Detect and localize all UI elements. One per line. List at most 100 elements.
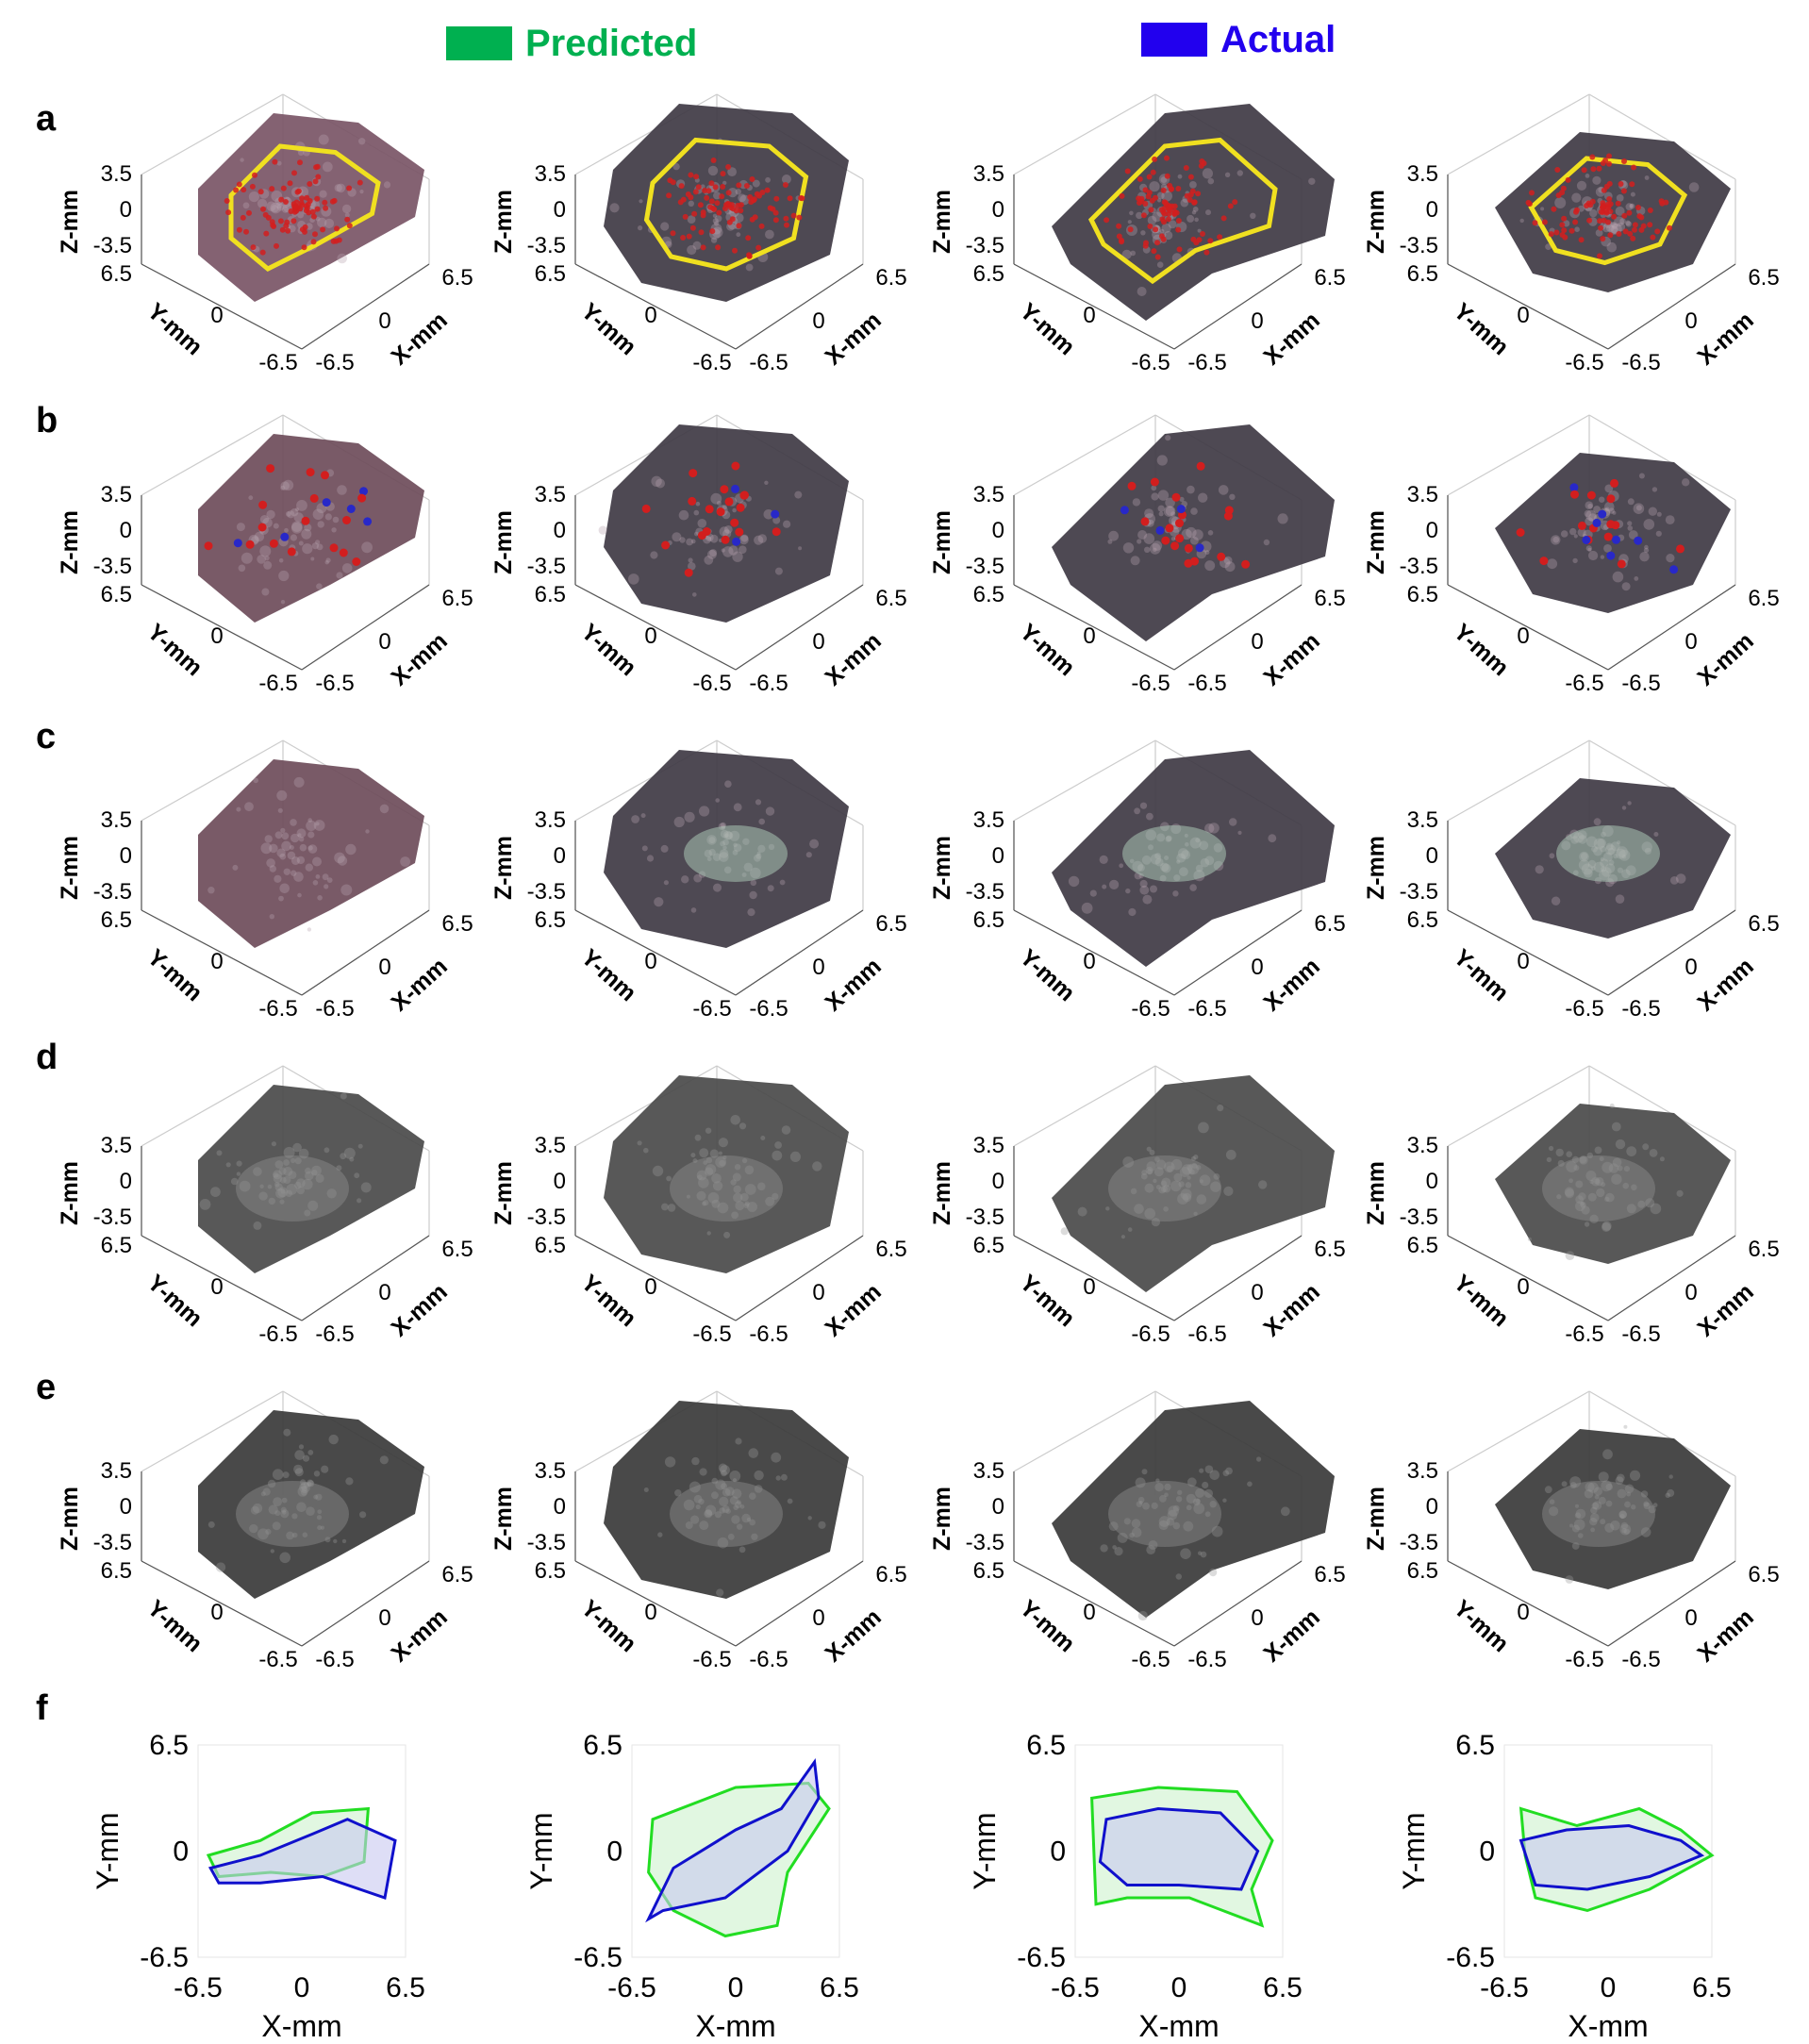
tissue-speckle [1143, 533, 1155, 544]
tissue-speckle [1561, 1481, 1568, 1487]
tissue-speckle [1615, 206, 1625, 216]
tissue-speckle [379, 804, 390, 814]
sample-dot-red [721, 535, 730, 544]
tissue-speckle [239, 1180, 251, 1192]
y-tick-label: 6.5 [535, 1558, 566, 1584]
z-axis-label: Z-mm [929, 190, 955, 254]
tissue-speckle [681, 875, 689, 884]
y-tick-label: 6.5 [149, 1730, 189, 1761]
tissue-speckle [1182, 1164, 1193, 1175]
tissue-speckle [290, 870, 297, 876]
sample-dot-red [1585, 200, 1592, 207]
sample-dot-red [704, 194, 710, 201]
tissue-speckle [1181, 528, 1192, 540]
tissue-speckle [1204, 550, 1210, 556]
sample-dot-red [716, 209, 722, 216]
tissue-speckle [1168, 1505, 1179, 1517]
z-tick-label: 0 [120, 1169, 132, 1194]
y-axis-label: Y-mm [1015, 1270, 1080, 1332]
y-tick-label: 0 [210, 949, 223, 974]
sample-dot-red [1597, 253, 1602, 259]
sample-dot-red [784, 222, 789, 228]
tissue-speckle [1157, 198, 1162, 203]
tissue-speckle [1147, 1169, 1153, 1175]
tissue-speckle [1574, 226, 1580, 232]
tissue-speckle [735, 1501, 742, 1509]
tissue-speckle [724, 1487, 735, 1496]
tissue-speckle [1569, 527, 1577, 536]
sample-dot-red [1516, 528, 1525, 537]
tissue-speckle [673, 816, 685, 828]
tissue-speckle [1629, 204, 1634, 208]
x-axis-label: X-mm [1692, 1278, 1758, 1341]
y-tick-label: -6.5 [692, 996, 731, 1022]
tissue-speckle [268, 1197, 275, 1205]
sample-dot-red [257, 189, 264, 195]
tissue-speckle [379, 1455, 389, 1465]
tissue-speckle [210, 1187, 221, 1197]
tumor-region [1122, 825, 1226, 882]
sample-dot-red [236, 181, 242, 188]
x-axis-line [735, 584, 864, 671]
sample-dot-red [309, 208, 316, 215]
sample-dot-red [1586, 490, 1596, 500]
sample-dot-red [357, 493, 367, 503]
sample-dot-red [708, 180, 715, 187]
tissue-speckle [1610, 1521, 1620, 1531]
tissue-speckle [266, 509, 275, 520]
tissue-speckle [609, 203, 620, 213]
y-axis-line [141, 1235, 303, 1321]
tissue-speckle [1159, 228, 1165, 234]
tissue-speckle [302, 1532, 308, 1537]
sample-dot-red [666, 192, 672, 199]
tissue-speckle [1565, 1575, 1574, 1584]
tissue-speckle [696, 1170, 707, 1181]
y-axis-line [574, 1560, 737, 1647]
tissue-speckle [269, 865, 276, 872]
tissue-speckle [1611, 1122, 1621, 1132]
z-tick-label: 0 [1426, 197, 1438, 223]
tissue-speckle [1224, 561, 1236, 573]
tissue-speckle [1656, 511, 1662, 517]
sample-dot-red [724, 497, 734, 507]
sample-dot-red [705, 505, 714, 514]
tissue-speckle [1606, 241, 1618, 253]
tissue-speckle [1204, 560, 1216, 572]
tissue-speckle [1204, 823, 1215, 834]
sample-dot-red [1606, 196, 1613, 202]
tissue-speckle [722, 546, 734, 557]
sample-dot-red [1175, 218, 1182, 224]
tissue-speckle [763, 509, 774, 520]
tissue-speckle [695, 501, 701, 507]
tissue-speckle [311, 542, 319, 550]
tissue-speckle [752, 179, 760, 188]
sample-dot-red [705, 188, 712, 194]
y-tick-label: 6.5 [535, 907, 566, 933]
y-tick-label: 0 [210, 303, 223, 328]
tissue-speckle [749, 890, 757, 900]
sample-dot-red [334, 225, 340, 232]
tissue-speckle [732, 551, 743, 562]
tissue-speckle [693, 1494, 703, 1504]
tissue-speckle [280, 1188, 286, 1194]
tissue-speckle [1594, 1494, 1600, 1500]
y-tick-label: 0 [1083, 1274, 1095, 1300]
tissue-speckle [1579, 1155, 1587, 1164]
tissue-speckle [361, 541, 373, 554]
sample-dot-red [314, 195, 321, 202]
tissue-speckle [1619, 218, 1626, 224]
x-axis-label: X-mm [820, 1278, 886, 1341]
tissue-speckle [672, 162, 680, 171]
tissue-speckle [704, 555, 714, 565]
sample-dot-red [731, 461, 740, 471]
y-axis-label: Y-mm [1449, 619, 1514, 681]
tissue-speckle [1611, 1173, 1622, 1185]
tissue-speckle [1177, 1193, 1189, 1205]
tissue-speckle [690, 907, 697, 913]
tissue-speckle [1225, 1467, 1233, 1475]
tissue-speckle [1218, 485, 1229, 495]
tissue-speckle [1186, 1493, 1196, 1504]
sample-dot-red [736, 182, 742, 189]
sample-dot-red [1150, 169, 1156, 175]
tissue-speckle [1585, 509, 1597, 522]
